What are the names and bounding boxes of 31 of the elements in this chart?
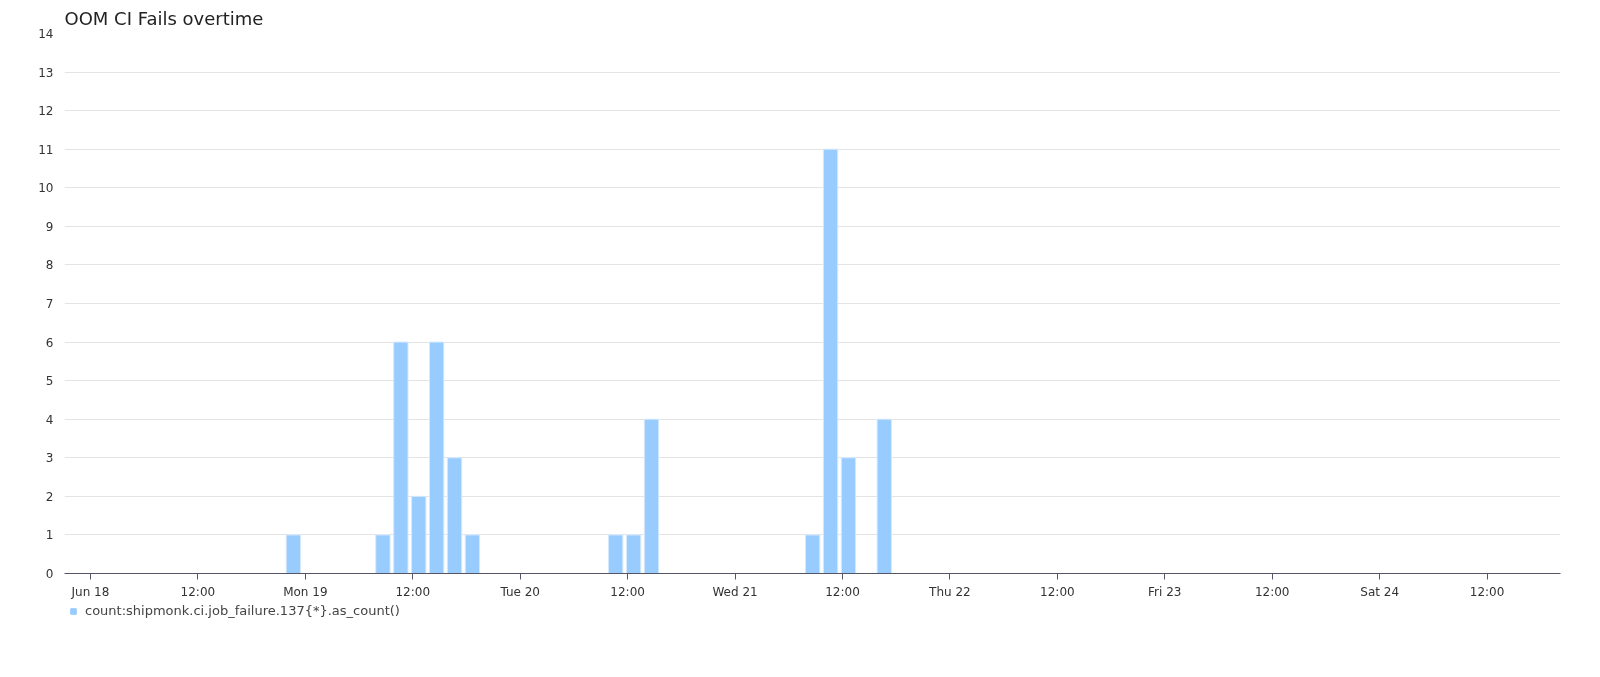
y-tick-label: 5 [45,374,54,389]
legend-label: count:shipmonk.ci.job_failure.137{*}.as_count() [85,603,400,618]
y-tick-label: 7 [45,297,54,311]
y-tick-label: 4 [45,412,54,427]
y-tick-label: 10 [38,181,54,196]
y-tick-label: 3 [45,451,54,466]
y-tick-label: 13 [38,65,54,80]
x-tick-label: Fri 23 [1148,584,1182,599]
x-tick-label: Thu 22 [928,584,971,599]
x-tick-label: 12:00 [1469,584,1505,599]
x-tick-label: Tue 20 [499,584,540,599]
chart-title: OOM CI Fails overtime [64,7,264,29]
x-tick-label: 12:00 [610,584,645,599]
y-tick-label: 12 [38,104,54,119]
x-tick-label: Sat 24 [1360,584,1400,599]
x-tick-label: Mon 19 [283,584,328,599]
x-tick-label: 12:00 [180,584,216,599]
y-tick-label: 14 [38,27,54,41]
x-tick-label: 12:00 [1040,584,1075,599]
x-tick-label: Jun 18 [70,584,110,599]
x-tick-label: 12:00 [825,584,860,599]
y-tick-label: 1 [45,528,54,543]
y-tick-label: 11 [38,142,54,157]
y-tick-label: 9 [45,219,54,234]
x-tick-label: 12:00 [395,584,431,599]
y-tick-label: 6 [45,335,54,350]
x-tick-label: Wed 21 [712,584,758,599]
y-tick-label: 2 [45,489,54,504]
y-tick-label: 8 [45,258,54,273]
x-tick-label: 12:00 [1254,584,1290,599]
y-tick-label: 0 [45,567,54,581]
